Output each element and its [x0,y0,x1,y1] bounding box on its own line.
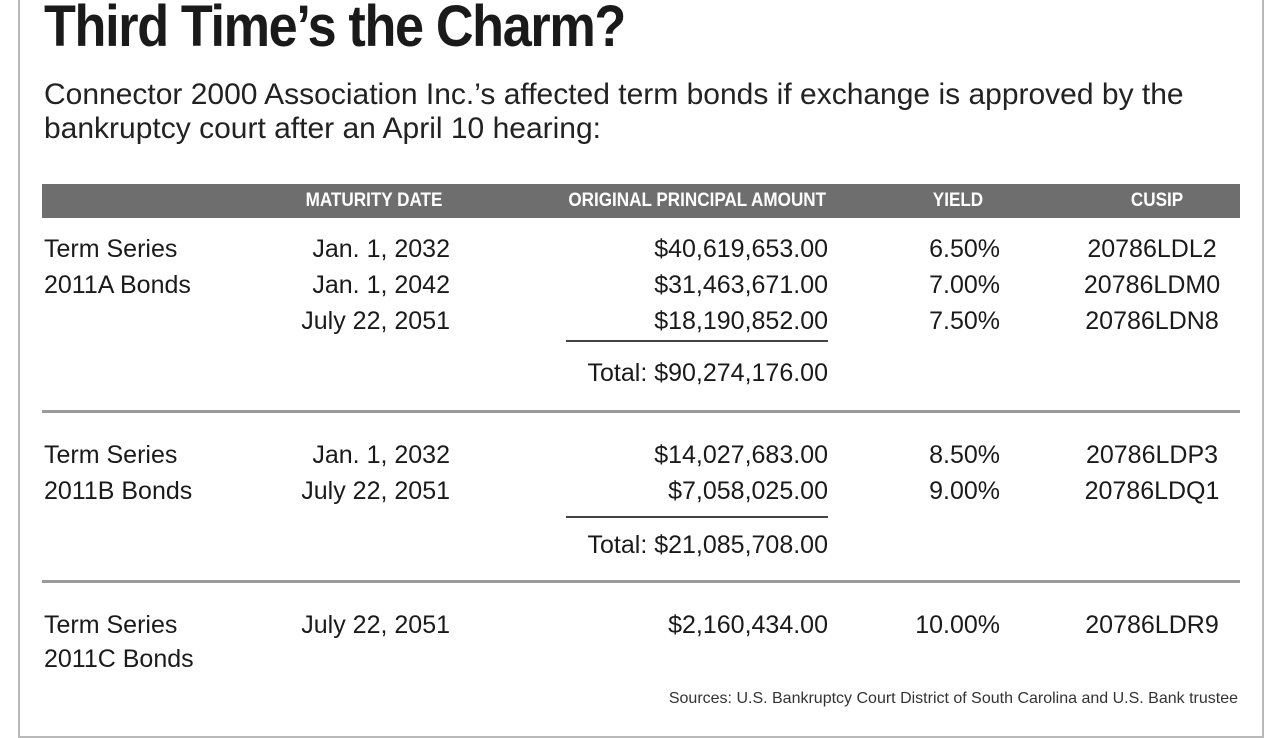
yield-cell: 7.00% [929,271,1000,299]
header-cusip: CUSIP [1130,190,1184,211]
principal-cell: $18,190,852.00 [654,307,828,335]
principal-cell: $31,463,671.00 [654,271,828,299]
maturity-cell: Jan. 1, 2032 [312,235,450,263]
cusip-cell: 20786LDL2 [1087,235,1217,263]
maturity-cell: Jan. 1, 2042 [312,271,450,299]
header-original-principal: ORIGINAL PRINCIPAL AMOUNT [568,190,827,211]
maturity-cell: July 22, 2051 [301,307,450,335]
yield-cell: 6.50% [929,235,1000,263]
yield-cell: 10.00% [915,611,1000,639]
principal-cell: $14,027,683.00 [654,441,828,469]
cusip-cell: 20786LDN8 [1085,307,1219,335]
group-label-line1: Term Series [44,441,178,469]
subtotal-rule [566,516,828,518]
group-divider [42,580,1240,583]
maturity-cell: Jan. 1, 2032 [312,441,450,469]
group-label-line2: 2011C Bonds [44,645,194,673]
group-divider [42,410,1240,413]
maturity-cell: July 22, 2051 [301,477,450,505]
group-label-line2: 2011A Bonds [44,271,191,299]
subtotal-rule [566,340,828,342]
yield-cell: 7.50% [929,307,1000,335]
cusip-cell: 20786LDQ1 [1084,477,1220,505]
page-subtitle: Connector 2000 Association Inc.’s affect… [44,78,1184,145]
group-total: Total: $21,085,708.00 [587,531,828,559]
group-label-line2: 2011B Bonds [44,477,193,505]
header-maturity-date: MATURITY DATE [305,190,443,211]
cusip-cell: 20786LDR9 [1085,611,1219,639]
header-yield: YIELD [932,190,984,211]
principal-cell: $7,058,025.00 [668,477,828,505]
page-title: Third Time’s the Charm? [44,0,626,59]
principal-cell: $2,160,434.00 [668,611,828,639]
cusip-cell: 20786LDP3 [1085,441,1219,469]
table-header: MATURITY DATE ORIGINAL PRINCIPAL AMOUNT … [42,184,1240,218]
group-total: Total: $90,274,176.00 [587,359,828,387]
group-label-line1: Term Series [44,235,178,263]
group-label-line1: Term Series [44,611,178,639]
cusip-cell: 20786LDM0 [1083,271,1221,299]
yield-cell: 9.00% [929,477,1000,505]
yield-cell: 8.50% [929,441,1000,469]
sources-note: Sources: U.S. Bankruptcy Court District … [668,690,1238,707]
maturity-cell: July 22, 2051 [301,611,450,639]
principal-cell: $40,619,653.00 [654,235,828,263]
